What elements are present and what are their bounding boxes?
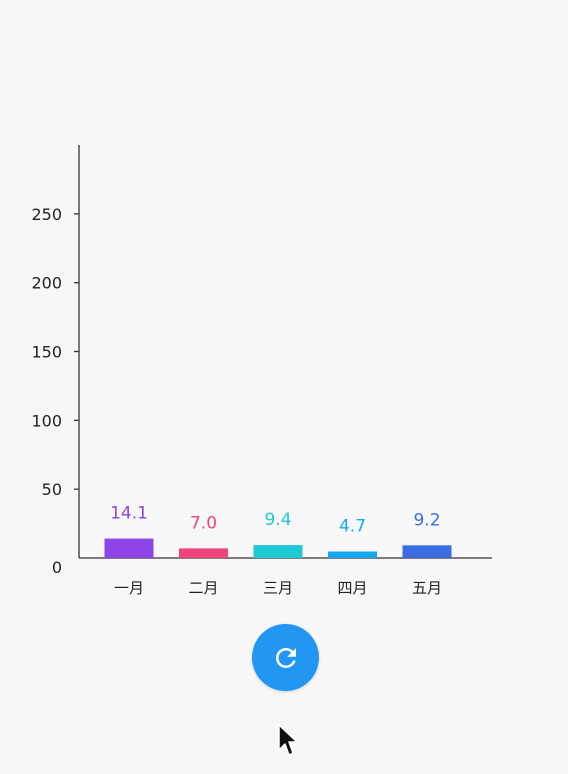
bar (179, 548, 228, 558)
bars: 14.1 7.0 9.4 4.7 9.2 (104, 504, 452, 558)
x-tick-label: 四月 (337, 579, 367, 597)
data-label: 9.4 (264, 510, 291, 530)
x-tick-label: 三月 (263, 579, 293, 597)
data-label: 4.7 (339, 517, 366, 537)
y-tick-label: 200 (31, 274, 62, 293)
data-label: 9.2 (413, 510, 440, 530)
x-axis: 一月 二月 三月 四月 五月 (79, 557, 492, 597)
x-tick-label: 一月 (114, 579, 144, 597)
y-axis: 0 50 100 150 200 250 (31, 145, 80, 577)
y-tick-label: 150 (31, 343, 62, 362)
y-tick-label: 250 (31, 205, 62, 224)
bar (328, 551, 377, 558)
arrow-cursor-icon (278, 724, 298, 756)
data-label: 7.0 (190, 513, 217, 533)
x-tick-label: 二月 (188, 579, 218, 597)
bar (104, 538, 154, 558)
bar (402, 545, 452, 558)
y-tick-label: 100 (31, 411, 62, 430)
y-tick-label: 50 (42, 480, 62, 499)
refresh-button[interactable] (252, 624, 319, 691)
refresh-icon (275, 647, 296, 668)
y-tick-label: 0 (52, 558, 62, 577)
x-tick-label: 五月 (412, 579, 442, 597)
bar (253, 545, 303, 558)
data-label: 14.1 (110, 504, 148, 524)
